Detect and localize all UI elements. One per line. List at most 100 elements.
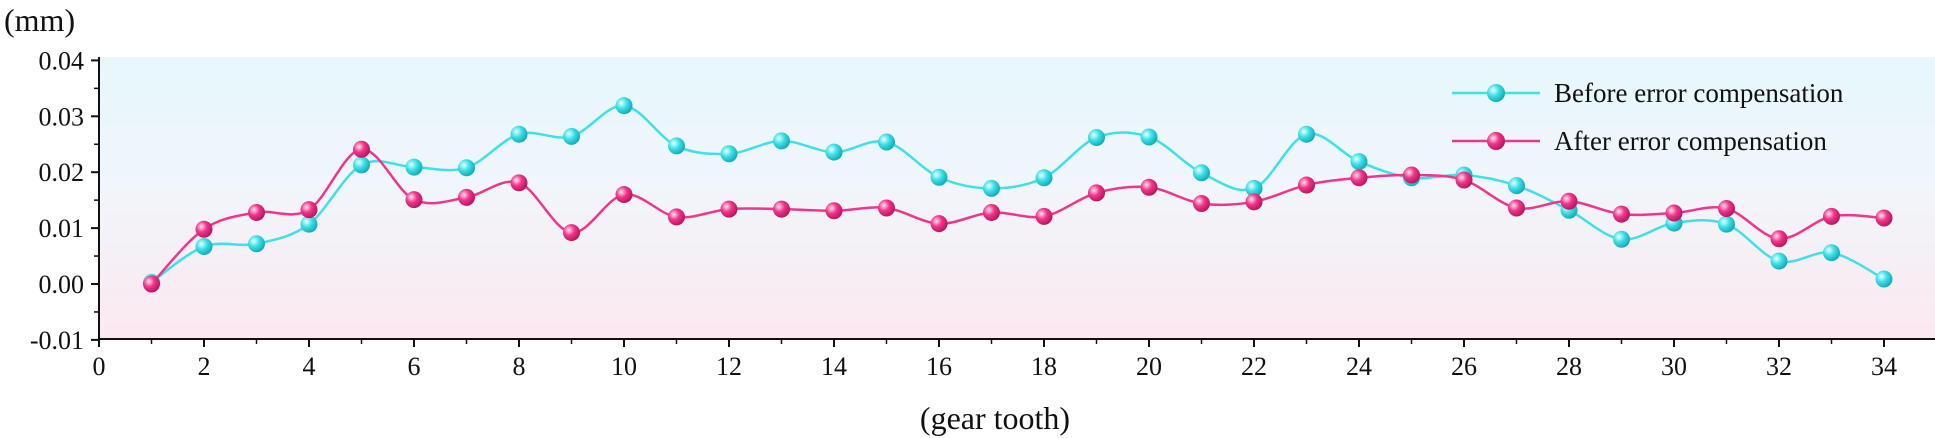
data-point-before <box>300 215 318 233</box>
data-point-after <box>563 224 580 242</box>
series-line-before <box>150 104 1885 284</box>
data-point-before <box>615 97 633 115</box>
data-point-before <box>353 156 370 174</box>
data-point-before <box>720 145 738 163</box>
data-point-after <box>1193 195 1210 213</box>
data-point-before <box>248 235 265 253</box>
data-point-after <box>300 201 318 219</box>
y-tick-label: 0.03 <box>39 102 85 131</box>
data-point-before <box>1193 164 1210 182</box>
series-after <box>143 140 1893 293</box>
data-point-before <box>563 127 580 145</box>
data-point-after <box>1140 178 1158 196</box>
x-tick-label: 12 <box>716 352 742 381</box>
x-tick-label: 28 <box>1556 352 1582 381</box>
legend-label-before: Before error compensation <box>1554 78 1844 108</box>
x-axis-ticks: 0 2 4 6 8 10 12 14 16 18 20 22 24 26 28 30 32 34 <box>93 339 1897 381</box>
data-point-before <box>1508 177 1525 195</box>
y-axis-label: (mm) <box>4 2 75 38</box>
data-point-before <box>1613 230 1630 248</box>
x-tick-label: 34 <box>1871 352 1897 381</box>
data-point-before <box>1035 169 1053 187</box>
data-point-after <box>1298 176 1315 194</box>
data-point-after <box>1560 192 1578 210</box>
x-tick-label: 0 <box>93 352 106 381</box>
x-tick-label: 6 <box>408 352 421 381</box>
data-point-after <box>458 188 475 206</box>
data-point-before <box>930 168 948 186</box>
data-point-after <box>248 203 265 221</box>
data-point-before <box>1875 270 1893 288</box>
data-point-after <box>773 200 790 218</box>
data-point-before <box>510 125 528 143</box>
y-tick-label: 0.02 <box>39 158 85 187</box>
y-tick-label: 0.04 <box>39 46 85 75</box>
data-point-after <box>1088 184 1105 202</box>
data-point-before <box>773 132 790 150</box>
data-point-after <box>143 275 160 293</box>
x-tick-label: 2 <box>198 352 211 381</box>
x-tick-label: 8 <box>513 352 526 381</box>
data-point-after <box>1455 171 1473 189</box>
legend-marker-after <box>1487 132 1505 150</box>
data-point-after <box>930 215 948 233</box>
data-point-before <box>1298 125 1315 143</box>
data-point-after <box>878 199 895 217</box>
x-tick-label: 4 <box>303 352 316 381</box>
data-point-after <box>1613 205 1630 223</box>
data-point-before <box>668 137 685 155</box>
data-point-after <box>1665 204 1683 222</box>
y-tick-label: -0.01 <box>30 326 84 355</box>
data-point-before <box>878 133 895 151</box>
data-point-before <box>458 159 475 177</box>
data-point-before <box>1140 128 1158 146</box>
x-tick-label: 30 <box>1661 352 1687 381</box>
data-point-before <box>195 238 213 256</box>
data-point-after <box>405 191 423 209</box>
data-point-before <box>1770 252 1788 270</box>
x-tick-label: 14 <box>821 352 847 381</box>
x-tick-label: 22 <box>1241 352 1267 381</box>
data-point-after <box>1508 199 1525 217</box>
data-point-before <box>1245 179 1263 197</box>
data-point-after <box>510 174 528 192</box>
y-tick-label: 0.00 <box>39 270 85 299</box>
x-tick-label: 20 <box>1136 352 1162 381</box>
data-point-before <box>1823 244 1840 262</box>
x-axis-label: (gear tooth) <box>920 400 1070 436</box>
data-point-after <box>1718 200 1735 218</box>
x-tick-label: 16 <box>926 352 952 381</box>
data-point-after <box>1035 207 1053 225</box>
data-point-after <box>1245 193 1263 211</box>
data-point-after <box>668 208 685 226</box>
legend: Before error compensation After error co… <box>1452 78 1844 156</box>
data-point-before <box>825 143 843 161</box>
data-point-before <box>405 158 423 176</box>
data-point-after <box>1823 207 1840 225</box>
data-point-after <box>1403 166 1420 184</box>
data-point-after <box>353 140 370 158</box>
data-point-before <box>983 179 1000 197</box>
data-point-before <box>1350 153 1368 171</box>
data-point-before <box>1088 129 1105 147</box>
data-point-after <box>1875 209 1893 227</box>
data-point-after <box>720 200 738 218</box>
data-point-after <box>195 220 213 238</box>
legend-marker-before <box>1487 84 1505 102</box>
data-point-after <box>983 203 1000 221</box>
x-tick-label: 24 <box>1346 352 1372 381</box>
data-point-after <box>615 186 633 204</box>
x-tick-label: 32 <box>1766 352 1792 381</box>
y-axis-ticks: -0.01 0.00 0.01 0.02 0.03 0.04 <box>30 46 99 355</box>
x-tick-label: 18 <box>1031 352 1057 381</box>
x-tick-label: 10 <box>611 352 637 381</box>
x-tick-label: 26 <box>1451 352 1477 381</box>
legend-label-after: After error compensation <box>1554 126 1827 156</box>
plot-background <box>99 57 1935 339</box>
y-tick-label: 0.01 <box>39 214 85 243</box>
data-point-after <box>1350 169 1368 187</box>
data-point-after <box>825 202 843 220</box>
data-point-after <box>1770 230 1788 248</box>
series-layer <box>143 97 1893 293</box>
